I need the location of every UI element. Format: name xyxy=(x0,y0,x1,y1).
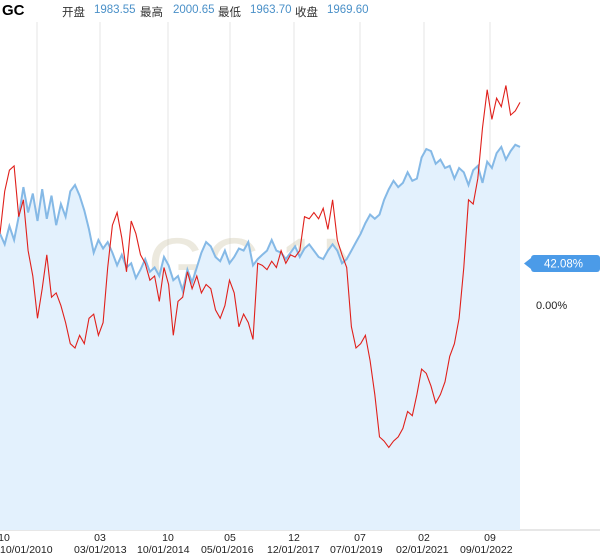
x-tick-bottom: 09/01/2022 xyxy=(460,544,513,556)
x-tick-bottom: 10/01/2010 xyxy=(0,544,53,556)
x-tick-bottom: 02/01/2021 xyxy=(396,544,449,556)
low-label: 最低 xyxy=(218,7,241,19)
percent-badge-text: 42.08% xyxy=(544,259,583,271)
x-tick-bottom: 07/01/2019 xyxy=(330,544,383,556)
x-tick-top: 07 xyxy=(354,532,366,544)
blue-area-fill xyxy=(0,144,520,531)
zero-percent-label: 0.00% xyxy=(536,300,567,312)
x-axis-ticks: 10 03 10 05 12 07 02 09 10/01/2010 03/01/2013 10/0… xyxy=(0,532,513,556)
x-tick-top: 03 xyxy=(94,532,106,544)
open-value: 1983.55 xyxy=(94,4,136,16)
red-series-line xyxy=(0,85,521,449)
percent-badge: 42.08% xyxy=(524,255,600,272)
percent-badge-box xyxy=(531,255,600,272)
x-tick-bottom: 12/01/2017 xyxy=(267,544,320,556)
close-label: 收盘 xyxy=(295,7,318,19)
x-tick-top: 10 xyxy=(0,532,10,544)
x-tick-top: 09 xyxy=(484,532,496,544)
x-tick-top: 10 xyxy=(162,532,174,544)
low-value: 1963.70 xyxy=(250,4,292,16)
percent-badge-pointer xyxy=(524,258,531,269)
quote-header: GC 开盘 1983.55 最高 2000.65 最低 1963.70 收盘 1… xyxy=(0,0,600,22)
high-label: 最高 xyxy=(140,7,163,19)
x-tick-top: 02 xyxy=(418,532,430,544)
open-label: 开盘 xyxy=(62,7,85,19)
symbol-label: GC xyxy=(2,2,25,19)
high-value: 2000.65 xyxy=(173,4,215,16)
x-tick-top: 05 xyxy=(224,532,236,544)
x-tick-bottom: 10/01/2014 xyxy=(137,544,190,556)
close-value: 1969.60 xyxy=(327,4,369,16)
blue-series-line xyxy=(0,143,521,295)
x-tick-bottom: 05/01/2016 xyxy=(201,544,254,556)
x-tick-top: 12 xyxy=(288,532,300,544)
x-tick-bottom: 03/01/2013 xyxy=(74,544,127,556)
